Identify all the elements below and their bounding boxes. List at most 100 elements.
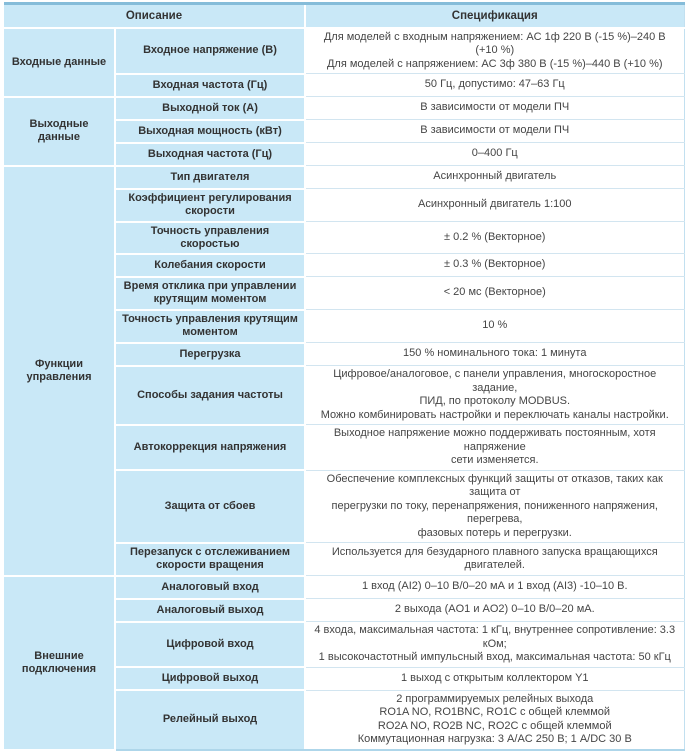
- spec-line: Коммутационная нагрузка: 3 А/AC 250 В; 1…: [357, 733, 632, 745]
- param-cell: Защита от сбоев: [115, 470, 306, 544]
- spec-cell: 4 входа, максимальная частота: 1 кГц, вн…: [305, 621, 684, 668]
- spec-line: перегрузки по току, перенапряжения, пони…: [331, 499, 658, 526]
- spec-table: Описание Спецификация Входные данные Вхо…: [4, 2, 685, 751]
- param-cell: Выходная мощность (кВт): [115, 119, 306, 144]
- header-description: Описание: [4, 3, 306, 29]
- param-cell: Выходная частота (Гц): [115, 142, 306, 167]
- spec-cell: 150 % номинального тока: 1 минута: [305, 342, 684, 366]
- spec-line: фазовых потерь и перегрузки.: [417, 526, 572, 539]
- spec-line: 50 Гц, допустимо: 47–63 Гц: [424, 78, 565, 91]
- spec-line: 2 выхода (AO1 и AO2) 0–10 В/0–20 мА.: [394, 603, 595, 616]
- spec-line: 4 входа, максимальная частота: 1 кГц, вн…: [314, 624, 676, 650]
- header-specification: Спецификация: [305, 3, 684, 29]
- spec-line: Используется для безударного плавного за…: [331, 545, 658, 572]
- spec-cell: 2 программируемых релейных выхода RO1A N…: [305, 690, 684, 751]
- param-cell: Выходной ток (А): [115, 96, 306, 121]
- spec-line: Цифровое/аналоговое, с панели управления…: [333, 368, 657, 394]
- spec-cell: 0–400 Гц: [305, 142, 684, 166]
- table-row: Входная частота (Гц) 50 Гц, допустимо: 4…: [4, 73, 684, 98]
- param-cell: Цифровой выход: [115, 667, 306, 691]
- group-cell-control-functions: Функции управления: [4, 165, 116, 577]
- param-cell: Время отклика при управлении крутящим мо…: [115, 276, 306, 311]
- spec-line: 1 вход (AI2) 0–10 В/0–20 мА и 1 вход (AI…: [361, 580, 628, 593]
- spec-cell: Цифровое/аналоговое, с панели управления…: [305, 365, 684, 425]
- spec-line: 1 выход с открытым коллектором Y1: [400, 671, 589, 684]
- spec-cell: Используется для безударного плавного за…: [305, 542, 684, 576]
- param-cell: Аналоговый вход: [115, 575, 306, 600]
- spec-cell: Асинхронный двигатель: [305, 165, 684, 189]
- spec-line: 1 высокочастотный импульсный вход, макси…: [318, 651, 671, 663]
- spec-line: Асинхронный двигатель: [433, 170, 557, 183]
- spec-cell: Для моделей с входным напряжением: AC 1ф…: [305, 27, 684, 74]
- spec-line: В зависимости от модели ПЧ: [420, 101, 570, 114]
- spec-cell: 1 вход (AI2) 0–10 В/0–20 мА и 1 вход (AI…: [305, 575, 684, 599]
- spec-line: Выходное напряжение можно поддерживать п…: [333, 427, 656, 453]
- spec-cell: 2 выхода (AO1 и AO2) 0–10 В/0–20 мА.: [305, 598, 684, 622]
- param-cell: Способы задания частоты: [115, 365, 306, 426]
- param-cell: Входная частота (Гц): [115, 73, 306, 98]
- spec-line: ± 0.3 % (Векторное): [444, 258, 546, 271]
- spec-cell: ± 0.2 % (Векторное): [305, 221, 684, 254]
- param-cell: Коэффициент регулирования скорости: [115, 188, 306, 223]
- spec-cell: 1 выход с открытым коллектором Y1: [305, 667, 684, 691]
- table-row: Перезапуск с отслеживанием скорости вращ…: [4, 542, 684, 577]
- spec-line: RO1A NO, RO1BNC, RO1C с общей клеммой: [379, 706, 611, 718]
- table-row: Способы задания частоты Цифровое/аналого…: [4, 365, 684, 426]
- spec-cell: Обеспечение комплексных функций защиты о…: [305, 470, 684, 543]
- group-cell-output-data: Выходные данные: [4, 96, 116, 167]
- spec-line: В зависимости от модели ПЧ: [420, 124, 570, 137]
- table-row: Функции управления Тип двигателя Асинхро…: [4, 165, 684, 577]
- spec-line: 2 программируемых релейных выхода: [396, 692, 594, 705]
- param-cell: Автокоррекция напряжения: [115, 424, 306, 471]
- param-cell: Релейный выход: [115, 690, 306, 751]
- param-cell: Аналоговый выход: [115, 598, 306, 623]
- spec-line: 0–400 Гц: [471, 147, 518, 160]
- param-cell: Тип двигателя: [115, 165, 306, 190]
- spec-line: ± 0.2 % (Векторное): [444, 230, 546, 243]
- spec-line: Можно комбинировать настройки и переключ…: [320, 408, 669, 421]
- table-row: Выходная мощность (кВт) В зависимости от…: [4, 119, 684, 144]
- spec-line: Для моделей с напряжением: AC 3ф 380 В (…: [326, 57, 663, 70]
- spec-cell: Асинхронный двигатель 1:100: [305, 188, 684, 222]
- table-row: Выходные данные Выходной ток (А) В завис…: [4, 96, 684, 167]
- param-cell: Перезапуск с отслеживанием скорости вращ…: [115, 542, 306, 577]
- table-row: Автокоррекция напряжения Выходное напряж…: [4, 424, 684, 471]
- spec-cell: Выходное напряжение можно поддерживать п…: [305, 424, 684, 471]
- spec-cell: < 20 мс (Векторное): [305, 276, 684, 310]
- spec-line: сети изменяется.: [450, 454, 539, 466]
- table-row: Перегрузка 150 % номинального тока: 1 ми…: [4, 342, 684, 367]
- table-row: Внешние подключения Аналоговый вход 1 вх…: [4, 575, 684, 751]
- spec-line: Для моделей с входным напряжением: AC 1ф…: [323, 30, 666, 57]
- table-row: Выходная частота (Гц) 0–400 Гц: [4, 142, 684, 167]
- spec-line: ПИД, по протоколу MODBUS.: [419, 395, 571, 407]
- group-cell-external-connections: Внешние подключения: [4, 575, 116, 751]
- table-row: Колебания скорости ± 0.3 % (Векторное): [4, 253, 684, 278]
- spec-line: Обеспечение комплексных функций защиты о…: [326, 472, 663, 499]
- spec-line: Асинхронный двигатель 1:100: [417, 198, 572, 211]
- table-row: Точность управления крутящим моментом 10…: [4, 309, 684, 344]
- spec-cell: ± 0.3 % (Векторное): [305, 253, 684, 277]
- spec-line: < 20 мс (Векторное): [443, 286, 546, 299]
- spec-cell: 50 Гц, допустимо: 47–63 Гц: [305, 73, 684, 97]
- table-row: Защита от сбоев Обеспечение комплексных …: [4, 470, 684, 544]
- spec-line: RO2A NO, RO2B NC, RO2C с общей клеммой: [377, 719, 612, 732]
- group-cell-input-data: Входные данные: [4, 27, 116, 98]
- spec-cell: В зависимости от модели ПЧ: [305, 96, 684, 120]
- table-row: Время отклика при управлении крутящим мо…: [4, 276, 684, 311]
- param-cell: Перегрузка: [115, 342, 306, 367]
- param-cell: Точность управления крутящим моментом: [115, 309, 306, 344]
- table-row: Точность управления скоростью ± 0.2 % (В…: [4, 221, 684, 255]
- table-row: Аналоговый выход 2 выхода (AO1 и AO2) 0–…: [4, 598, 684, 623]
- table-row: Коэффициент регулирования скорости Асинх…: [4, 188, 684, 223]
- table-header-row: Описание Спецификация: [4, 3, 684, 29]
- param-cell: Точность управления скоростью: [115, 221, 306, 255]
- param-cell: Колебания скорости: [115, 253, 306, 278]
- document-page: Описание Спецификация Входные данные Вхо…: [4, 2, 685, 751]
- spec-line: 10 %: [482, 319, 508, 332]
- param-cell: Цифровой вход: [115, 621, 306, 668]
- param-cell: Входное напряжение (В): [115, 27, 306, 75]
- spec-cell: 10 %: [305, 309, 684, 343]
- spec-cell: В зависимости от модели ПЧ: [305, 119, 684, 143]
- spec-line: 150 % номинального тока: 1 минута: [403, 347, 587, 360]
- table-row: Входные данные Входное напряжение (В) Дл…: [4, 27, 684, 98]
